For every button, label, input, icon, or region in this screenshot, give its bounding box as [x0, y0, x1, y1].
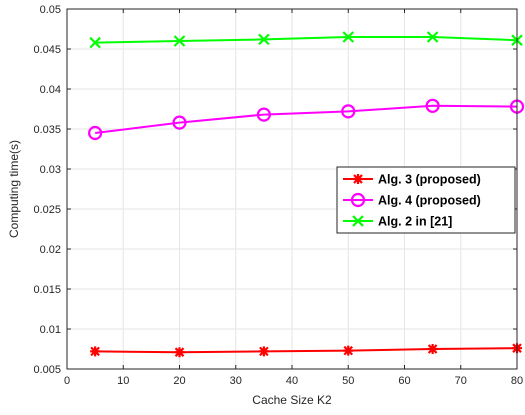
data-point — [173, 35, 186, 47]
series-3 — [89, 31, 523, 49]
x-tick-label: 60 — [398, 375, 410, 387]
y-tick-label: 0.05 — [40, 4, 61, 16]
data-point — [90, 346, 101, 357]
x-tick-label: 40 — [286, 375, 298, 387]
data-point — [258, 33, 270, 46]
legend-marker — [352, 215, 364, 227]
series-2 — [88, 98, 525, 141]
x-tick-label: 10 — [117, 375, 129, 387]
legend-marker — [353, 174, 363, 184]
data-point — [88, 125, 103, 141]
y-tick-label: 0.03 — [40, 164, 61, 176]
y-tick-label: 0.01 — [40, 324, 61, 336]
x-tick-label: 80 — [511, 375, 523, 387]
legend-item: Alg. 3 (proposed) — [343, 173, 481, 187]
data-point — [427, 344, 438, 354]
series-line — [95, 347, 518, 354]
data-point — [341, 104, 356, 119]
series-layer — [88, 31, 525, 358]
legend-label: Alg. 2 in [21] — [378, 215, 452, 229]
y-tick-label: 0.035 — [33, 124, 61, 136]
data-point — [425, 98, 440, 113]
legend-item: Alg. 4 (proposed) — [343, 192, 481, 208]
data-point — [174, 347, 185, 358]
x-tick-label: 30 — [230, 375, 242, 387]
y-axis-label: Computing time(s) — [7, 140, 21, 238]
data-point — [343, 345, 354, 356]
legend-label: Alg. 3 (proposed) — [378, 173, 481, 187]
x-tick-label: 20 — [173, 375, 185, 387]
legend-item: Alg. 2 in [21] — [343, 215, 452, 229]
y-tick-label: 0.02 — [40, 244, 61, 256]
y-tick-label: 0.04 — [40, 84, 61, 96]
x-tick-label: 50 — [342, 375, 354, 387]
series-line — [95, 36, 518, 44]
x-tick-label: 0 — [64, 375, 70, 387]
data-point — [172, 115, 187, 130]
series-line — [95, 104, 518, 134]
data-point — [258, 346, 269, 357]
data-point — [342, 31, 355, 43]
x-tick-label: 70 — [455, 375, 467, 387]
legend: Alg. 3 (proposed) Alg. 4 (proposed) Alg. 2… — [336, 166, 516, 234]
y-tick-label: 0.025 — [33, 204, 61, 216]
y-tick-label: 0.045 — [33, 44, 61, 56]
legend-marker — [350, 192, 366, 208]
axis-ticks: 0 10 20 30 40 50 60 70 80 0.005 0.01 0.015 0.02 0.025… — [33, 4, 523, 387]
data-point — [89, 36, 101, 49]
data-point — [426, 31, 439, 43]
y-tick-label: 0.015 — [33, 284, 61, 296]
data-point — [256, 107, 271, 122]
legend-label: Alg. 4 (proposed) — [378, 194, 481, 208]
x-axis-label: Cache Size K2 — [252, 393, 332, 407]
y-tick-label: 0.005 — [33, 364, 61, 376]
